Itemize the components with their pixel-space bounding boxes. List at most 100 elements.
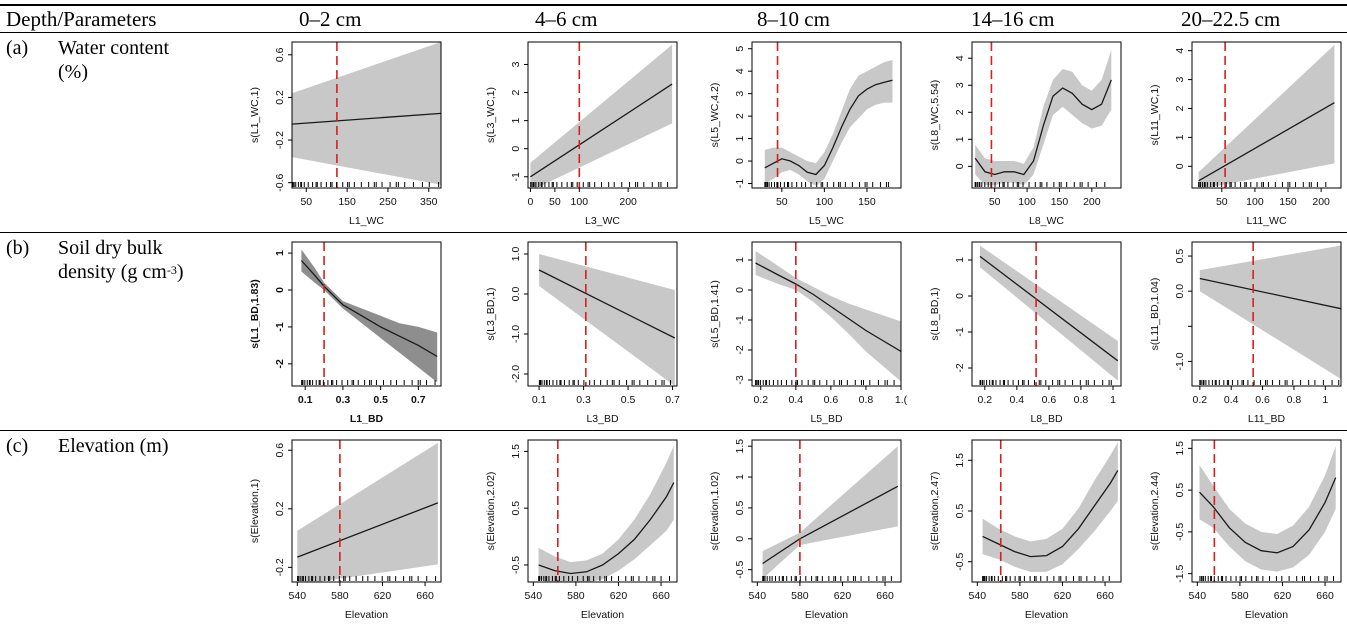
x-tick-label: 150 [1279,196,1297,208]
smooth-line [538,269,676,339]
y-tick-label: 5 [734,46,746,52]
gam-plot: 0.2 0.4 0.6 0.8 1 -1.0 0.0 0.5 L11_BD s(L11_BD,1.… [1149,241,1342,425]
x-tick-label: 0.4 [1224,394,1239,406]
panel-elevation-12: 540 580 620 660 -0.5 0 0.5 1 1.5 Elevation s(Eleva… [682,434,907,624]
smooth-line [764,79,893,176]
y-tick-label: 3 [734,91,746,97]
x-tick-label: 620 [610,590,628,602]
gam-plot: 0.2 0.4 0.6 0.8 1 -2 -1 0 1 L8_BD s(L8_BD,1) [929,241,1122,425]
x-tick-label: 0.8 [1074,394,1089,406]
gam-plot: 0.2 0.4 0.6 0.8 1.(-3 -2 -1 0 1 L5_BD s(L5_BD,1.41… [709,241,908,425]
panel-elevation-10: 540 580 620 660 -0.2 0.2 0.6 Elevation s(Elevati… [222,434,447,624]
y-tick-label: 0.5 [1174,483,1186,498]
x-tick-label: 0.2 [1193,394,1208,406]
x-axis-label: L11_BD [1248,413,1286,425]
confidence-band [530,44,673,188]
x-tick-label: 0.3 [576,394,591,406]
y-tick-label: 0 [734,158,746,164]
x-tick-label: 0.2 [753,394,768,406]
y-tick-label: 2 [510,89,522,95]
y-tick-label: 4 [734,68,746,74]
y-tick-label: -1.0 [510,325,522,343]
x-tick-label: 540 [525,590,543,602]
y-tick-label: 1 [1174,134,1186,140]
gam-plot: 540 580 620 660 -0.2 0.2 0.6 Elevation s(Elevati… [249,439,442,621]
y-tick-label: -1.0 [1174,352,1186,370]
x-tick-label: 1.( [895,394,907,406]
gam-plot: 50 100 150 200 0 1 2 3 4 L8_WC s(L8_WC,5.54) [929,41,1122,227]
x-tick-label: 0.3 [336,394,351,406]
column-header-1: 4–6 cm [535,7,598,31]
y-tick-label: -2 [734,345,746,354]
y-tick-label: 0 [274,287,286,293]
y-tick-label: 2 [954,109,966,115]
panel-elevation-13: 540 580 620 660 -0.5 0.5 1.5 Elevation s(Elevati… [902,434,1127,624]
y-tick-label: 4 [954,55,966,61]
y-tick-label: 1 [510,118,522,124]
x-tick-label: 620 [374,590,392,602]
confidence-band [975,50,1112,186]
y-tick-label: 1.5 [734,439,746,454]
confidence-band [755,251,901,382]
y-tick-label: 1 [954,257,966,263]
confidence-band [1199,245,1341,379]
confidence-band [980,245,1118,381]
x-tick-label: 0.1 [298,394,313,406]
x-tick-label: 580 [567,590,585,602]
y-tick-label: 0.6 [274,443,286,458]
x-tick-label: 660 [1096,590,1114,602]
plot-frame [527,41,678,189]
panel-l8-bd-8: 0.2 0.4 0.6 0.8 1 -2 -1 0 1 L8_BD s(L8_BD,1) [902,236,1127,428]
x-tick-label: 200 [1312,196,1330,208]
y-tick-label: 1 [734,257,746,263]
confidence-band [1198,44,1335,188]
y-tick-label: -1 [734,315,746,324]
gam-plot: 50 100 150 200 0 1 2 3 4 L11_WC s(L11_WC,1) [1149,41,1342,227]
gam-plot: 50 150 250 350 -0.6 -0.2 0.2 0.6 L1_WC s(L1_WC,1) [249,41,442,227]
gam-plot: 0.1 0.3 0.5 0.7 -2 -1 0 1 L1_BD s(L1_BD,1.83) [249,241,442,425]
x-tick-label: 620 [834,590,852,602]
x-tick-label: 50 [549,196,561,208]
row-letter: (c) [6,435,29,457]
y-tick-label: -0.5 [954,553,966,571]
y-tick-label: -0.5 [510,556,522,574]
smooth-line [292,112,441,125]
smooth-line [300,260,438,358]
y-tick-label: 0.0 [1174,284,1186,299]
y-tick-label: -3 [734,375,746,384]
x-axis-label: L3_BD [586,413,619,425]
y-tick-label: -2 [274,359,286,368]
y-tick-label: -1 [734,179,746,188]
panel-l5-bd-7: 0.2 0.4 0.6 0.8 1.(-3 -2 -1 0 1 L5_BD s(L5_BD,1.41… [682,236,908,428]
y-tick-label: 1.5 [954,453,966,468]
y-axis-label: s(L8_WC,5.54) [929,80,941,151]
confidence-band [982,442,1118,572]
x-axis-label: Elevation [345,609,388,621]
x-axis-label: L3_WC [585,215,620,227]
confidence-band [292,42,441,185]
row-a-rule [0,232,1347,233]
y-tick-label: 0 [954,163,966,169]
smooth-line [530,83,673,178]
x-tick-label: 580 [331,590,349,602]
y-tick-label: -1 [510,172,522,181]
y-tick-label: -0.2 [274,131,286,149]
x-tick-label: 620 [1054,590,1072,602]
y-tick-label: 1 [274,250,286,256]
x-tick-label: 150 [338,196,356,208]
y-axis-label: s(L11_WC,1) [1149,84,1161,145]
y-tick-label: 2 [1174,105,1186,111]
y-tick-label: 3 [1174,77,1186,83]
x-tick-label: 660 [652,590,670,602]
y-tick-label: 0 [734,287,746,293]
x-tick-label: 0.4 [1010,394,1025,406]
plot-frame [751,241,902,387]
gam-plot: 540 580 620 660 -1.5 -0.5 0.5 1.5 Elevation s(Ele… [1149,439,1342,621]
x-tick-label: 350 [420,196,438,208]
smooth-line [1198,102,1335,182]
x-tick-label: 0.8 [859,394,874,406]
y-axis-label: s(L11_BD,1.04) [1149,278,1161,351]
smooth-line [297,502,439,558]
confidence-band [301,249,438,383]
